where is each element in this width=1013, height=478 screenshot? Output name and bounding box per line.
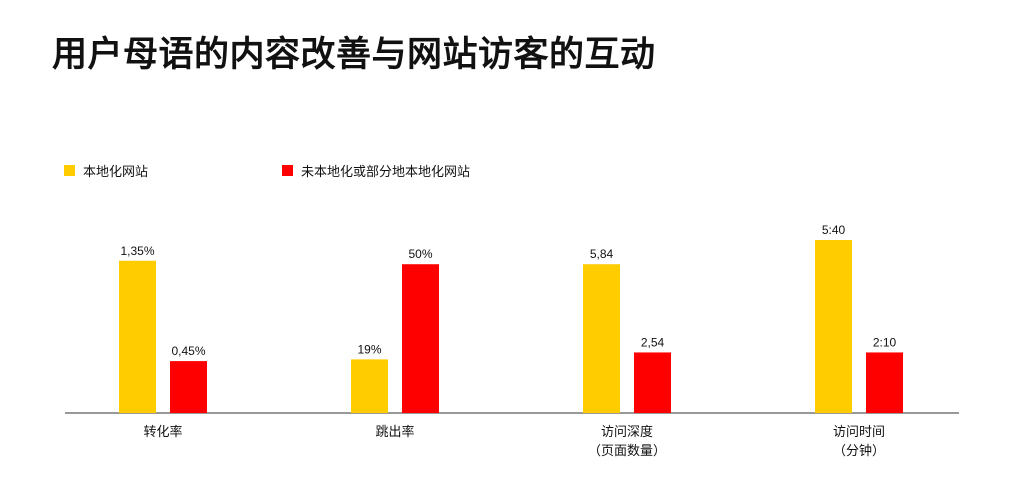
category-label-3-1: （分钟）: [833, 443, 885, 459]
category-label-2-0: 访问深度: [601, 424, 653, 440]
data-label-non-localized-2: 2,54: [641, 335, 665, 349]
data-label-non-localized-3: 2:10: [873, 335, 897, 349]
bar-non-localized-1: [402, 264, 439, 413]
bar-localized-0: [119, 260, 156, 413]
data-label-non-localized-0: 0,45%: [171, 344, 205, 358]
chart-title: 用户母语的内容改善与网站访客的互动: [52, 35, 656, 75]
legend-item-non-localized: 未本地化或部分地本地化网站: [282, 161, 470, 180]
bar-localized-2: [583, 264, 620, 413]
data-label-localized-1: 19%: [357, 342, 381, 356]
bar-non-localized-0: [170, 361, 207, 413]
data-label-localized-0: 1,35%: [120, 244, 154, 258]
data-label-localized-2: 5,84: [590, 247, 614, 261]
bar-non-localized-2: [634, 352, 671, 413]
legend-item-localized: 本地化网站: [64, 161, 148, 180]
legend-label-non-localized: 未本地化或部分地本地化网站: [301, 165, 471, 180]
data-label-localized-3: 5:40: [822, 223, 846, 237]
bar-localized-1: [351, 359, 388, 413]
bar-localized-3: [815, 240, 852, 413]
category-label-2-1: （页面数量）: [588, 444, 666, 459]
legend-swatch-non-localized: [282, 165, 293, 176]
category-label-0-0: 转化率: [143, 424, 182, 440]
category-label-1-0: 跳出率: [375, 424, 414, 440]
legend-label-localized: 本地化网站: [83, 165, 149, 180]
category-label-3-0: 访问时间: [833, 425, 885, 440]
bar-non-localized-3: [866, 352, 903, 413]
data-label-non-localized-1: 50%: [408, 247, 432, 261]
legend-swatch-localized: [64, 165, 75, 176]
